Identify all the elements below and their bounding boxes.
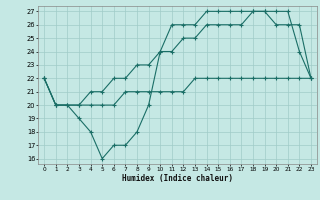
X-axis label: Humidex (Indice chaleur): Humidex (Indice chaleur) (122, 174, 233, 183)
